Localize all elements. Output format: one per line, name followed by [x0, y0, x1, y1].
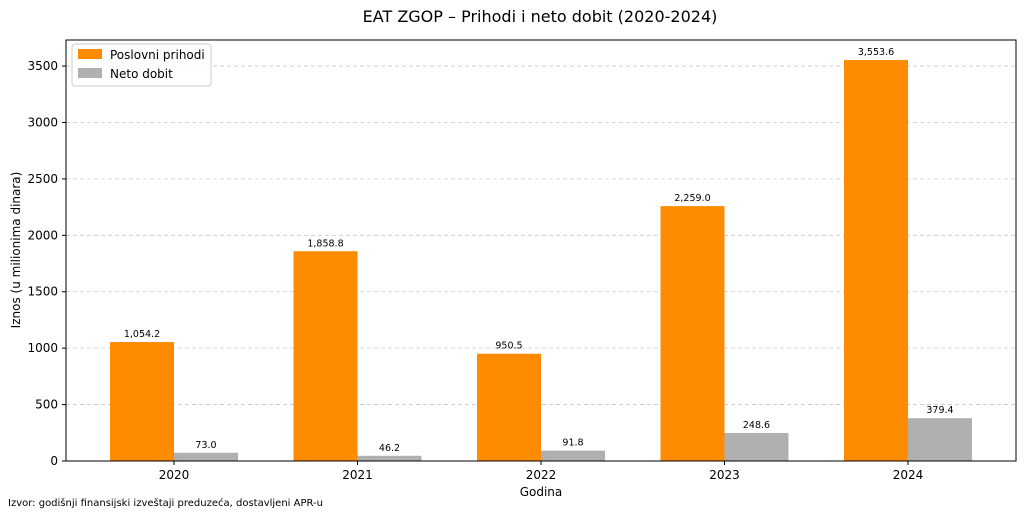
y-tick-label: 500 [35, 398, 58, 412]
chart-title: EAT ZGOP – Prihodi i neto dobit (2020-20… [363, 7, 718, 26]
bar-poslovni-prihodi-2023 [660, 206, 725, 461]
bar-poslovni-prihodi-2021 [293, 251, 358, 461]
y-tick-label: 0 [50, 454, 58, 468]
data-label: 1,054.2 [124, 329, 160, 340]
legend-frame [71, 43, 212, 87]
bars [110, 60, 972, 462]
data-label: 950.5 [495, 341, 522, 352]
legend-label-neto-dobit: Neto dobit [110, 67, 173, 81]
y-axis-ticks: 0 500 1000 1500 2000 2500 3000 3500 [27, 59, 66, 468]
y-tick-label: 3500 [27, 59, 58, 73]
data-labels: 1,054.2 1,858.8 950.5 2,259.0 3,553.6 73.0 46.… [124, 47, 954, 454]
x-axis-ticks: 2020 2021 2022 2023 2024 [159, 461, 924, 482]
legend-swatch-poslovni-prihodi [78, 49, 102, 59]
x-tick-label: 2020 [159, 468, 190, 482]
data-label: 91.8 [562, 438, 583, 449]
data-label: 2,259.0 [674, 193, 710, 204]
bar-neto-dobit-2020 [174, 452, 238, 461]
y-tick-label: 2500 [27, 172, 58, 186]
bar-neto-dobit-2023 [724, 432, 789, 461]
data-label: 248.6 [743, 420, 770, 431]
bar-poslovni-prihodi-2024 [844, 60, 908, 462]
data-label: 3,553.6 [858, 47, 894, 58]
bar-neto-dobit-2021 [357, 455, 422, 461]
x-tick-label: 2021 [342, 468, 373, 482]
y-tick-label: 1500 [27, 285, 58, 299]
x-tick-label: 2023 [709, 468, 740, 482]
legend: Poslovni prihodi Neto dobit [71, 43, 212, 87]
x-tick-label: 2024 [893, 468, 924, 482]
legend-label-poslovni-prihodi: Poslovni prihodi [110, 48, 205, 62]
data-label: 379.4 [926, 405, 953, 416]
y-tick-label: 2000 [27, 228, 58, 242]
y-tick-label: 3000 [27, 115, 58, 129]
x-tick-label: 2022 [526, 468, 557, 482]
bar-poslovni-prihodi-2020 [110, 342, 174, 461]
data-label: 73.0 [195, 440, 216, 451]
bar-neto-dobit-2022 [541, 450, 605, 461]
bar-poslovni-prihodi-2022 [477, 353, 541, 461]
data-label: 1,858.8 [307, 238, 343, 249]
bar-neto-dobit-2024 [908, 418, 972, 461]
data-label: 46.2 [379, 443, 400, 454]
x-axis-label: Godina [520, 485, 563, 499]
legend-swatch-neto-dobit [78, 68, 102, 78]
source-note: Izvor: godišnji finansijski izveštaji pr… [8, 497, 323, 509]
y-axis-label: Iznos (u milionima dinara) [9, 172, 23, 329]
y-tick-label: 1000 [27, 341, 58, 355]
